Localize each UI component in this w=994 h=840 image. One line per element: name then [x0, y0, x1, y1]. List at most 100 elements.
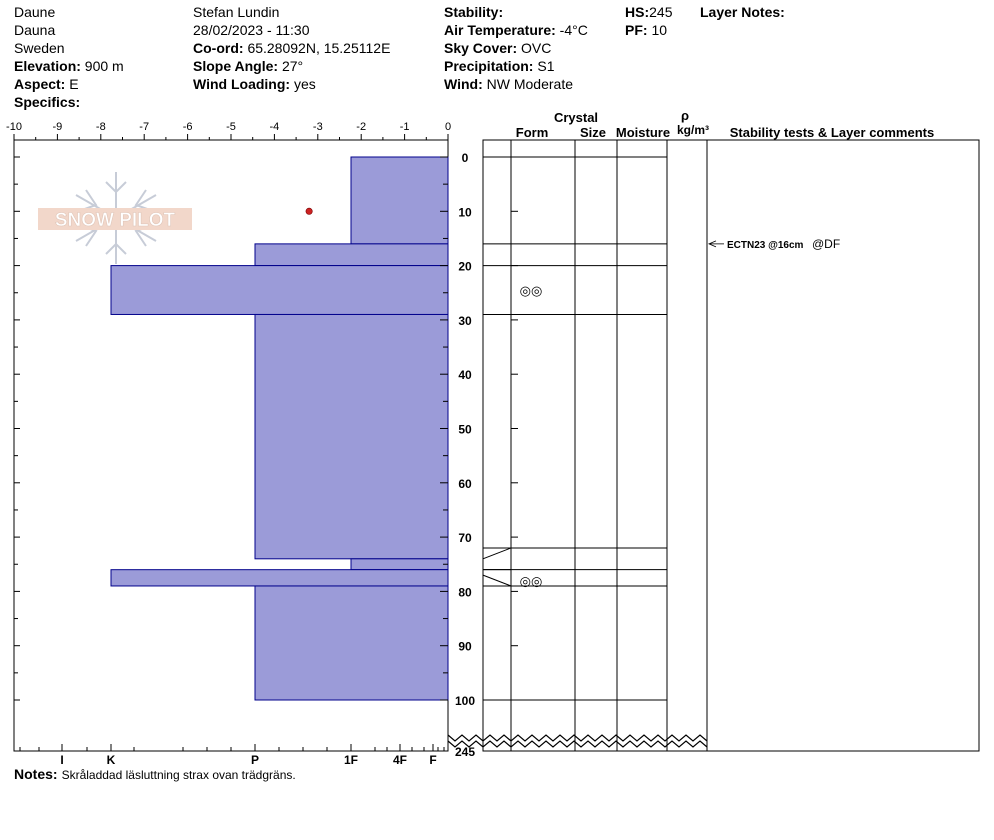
hardness-tick-label-5: F — [429, 753, 436, 767]
air-temperature: Air Temperature: -4°C — [444, 21, 588, 39]
precip-label: Precipitation: — [444, 58, 534, 74]
temperature-point-0 — [305, 207, 313, 215]
aspect-label: Aspect: — [14, 76, 66, 92]
temp-tick-label-7: -3 — [313, 121, 323, 133]
slope-angle: Slope Angle: 27° — [193, 57, 303, 75]
depth-tick-label-10: 100 — [455, 694, 475, 708]
wind-loading: Wind Loading: yes — [193, 75, 316, 93]
temp-tick-label-4: -6 — [183, 121, 193, 133]
sky-value: OVC — [521, 40, 552, 56]
aspect-value: E — [69, 76, 79, 92]
slope-label: Slope Angle: — [193, 58, 279, 74]
depth-axis: 0 10 20 30 40 50 60 70 80 90 100 245 — [14, 151, 518, 759]
wind-loading-value: yes — [293, 76, 316, 92]
grain-symbol-0: ◎◎ — [520, 283, 543, 298]
temp-tick-label-1: -9 — [53, 121, 63, 133]
layer-connector-2 — [482, 574, 512, 587]
temp-tick-label-9: -1 — [400, 121, 410, 133]
stability-arrow-head-0 — [707, 240, 717, 248]
location-country: Sweden — [14, 40, 65, 56]
layer-notes: Layer Notes: — [700, 3, 785, 21]
wind-value: NW Moderate — [486, 76, 573, 92]
sky-cover: Sky Cover: OVC — [444, 39, 551, 57]
layer-boundaries — [482, 156, 667, 701]
precip-value: S1 — [537, 58, 555, 74]
air-temp-label: Air Temperature: — [444, 22, 556, 38]
grain-symbol-1: ◎◎ — [520, 574, 543, 589]
snowpilot-logo: SNOW PILOT — [38, 172, 192, 264]
layer-notes-label: Layer Notes: — [700, 4, 785, 20]
air-temp-value: -4°C — [559, 22, 588, 38]
observer-name: Stefan Lundin — [193, 4, 280, 20]
aspect: Aspect: E — [14, 75, 79, 93]
temp-tick-label-5: -5 — [226, 121, 236, 133]
notes: Notes: Skråladdad läsluttning strax ovan … — [14, 766, 296, 782]
hardness-bar-5 — [110, 569, 449, 587]
depth-tick-label-8: 80 — [458, 585, 472, 599]
form-header: Form — [516, 125, 549, 140]
specifics-label: Specifics: — [14, 94, 81, 110]
foot-penetration: PF: 10 — [625, 21, 667, 39]
depth-tick-label-0: 0 — [462, 151, 469, 165]
specifics: Specifics: — [14, 93, 80, 111]
depth-tick-label-2: 20 — [458, 260, 472, 274]
snow-height: HS:245 — [625, 3, 672, 21]
notes-label: Notes: — [14, 766, 58, 782]
temperature-points — [305, 207, 313, 215]
stability-test-annotations: ECTN23 @16cm @DF — [707, 237, 840, 251]
hardness-tick-label-4: 4F — [393, 753, 407, 767]
size-header: Size — [580, 125, 606, 140]
stability-test-label-0: ECTN23 @16cm — [727, 240, 804, 251]
notes-text: Skråladdad läsluttning strax ovan trädgr… — [61, 768, 296, 782]
crystal-header: Crystal — [554, 110, 598, 125]
depth-tick-label-7: 70 — [458, 531, 472, 545]
depth-tick-label-3: 30 — [458, 314, 472, 328]
hardness-tick-label-3: 1F — [344, 753, 358, 767]
hs-value: 245 — [649, 4, 673, 20]
pf-label: PF: — [625, 22, 648, 38]
hardness-bar-4 — [350, 558, 449, 571]
wind-label: Wind: — [444, 76, 483, 92]
layer-connector-0 — [482, 547, 512, 560]
grain-form-symbols: ◎◎ ◎◎ — [520, 283, 543, 589]
depth-tick-label-6: 60 — [458, 477, 472, 491]
rho-header: ρ — [681, 108, 689, 123]
pf-value: 10 — [651, 22, 668, 38]
coord-label: Co-ord: — [193, 40, 244, 56]
temp-tick-label-2: -8 — [96, 121, 106, 133]
depth-tick-label-11: 245 — [455, 745, 475, 759]
stability: Stability: — [444, 3, 503, 21]
temp-tick-label-3: -7 — [139, 121, 149, 133]
precipitation: Precipitation: S1 — [444, 57, 554, 75]
depth-tick-label-5: 50 — [458, 423, 472, 437]
wind-loading-label: Wind Loading: — [193, 76, 291, 92]
coordinates: Co-ord: 65.28092N, 15.25112E — [193, 39, 390, 57]
depth-tick-label-1: 10 — [458, 205, 472, 219]
coord-value: 65.28092N, 15.25112E — [247, 40, 391, 56]
hardness-profile-bars — [110, 156, 449, 701]
hardness-tick-label-0: I — [60, 753, 63, 767]
temp-tick-label-0: -10 — [6, 121, 22, 133]
sky-label: Sky Cover: — [444, 40, 518, 56]
location-name: Daune — [14, 4, 56, 20]
logo-banner — [38, 208, 192, 230]
elevation-value: 900 m — [84, 58, 124, 74]
temp-tick-label-8: -2 — [356, 121, 366, 133]
hardness-tick-label-2: P — [251, 753, 259, 767]
observation-datetime: 28/02/2023 - 11:30 — [193, 22, 310, 38]
logo-text: SNOW PILOT — [55, 210, 176, 231]
stability-label: Stability: — [444, 4, 504, 20]
hardness-bar-2 — [110, 265, 449, 315]
temp-tick-label-10: 0 — [445, 121, 451, 133]
temperature-axis: -10 -9 -8 -7 -6 -5 -4 -3 -2 -1 0 — [6, 121, 451, 140]
hardness-bar-6 — [254, 585, 449, 701]
hardness-tick-label-1: K — [107, 753, 116, 767]
elevation: Elevation: 900 m — [14, 57, 124, 75]
temp-tick-label-6: -4 — [270, 121, 280, 133]
location-area: Dauna — [14, 22, 56, 38]
stability-test-note-0: @DF — [812, 237, 840, 251]
crystal-table-frame — [482, 139, 980, 752]
stability-header: Stability tests & Layer comments — [730, 125, 934, 140]
slope-value: 27° — [281, 58, 304, 74]
